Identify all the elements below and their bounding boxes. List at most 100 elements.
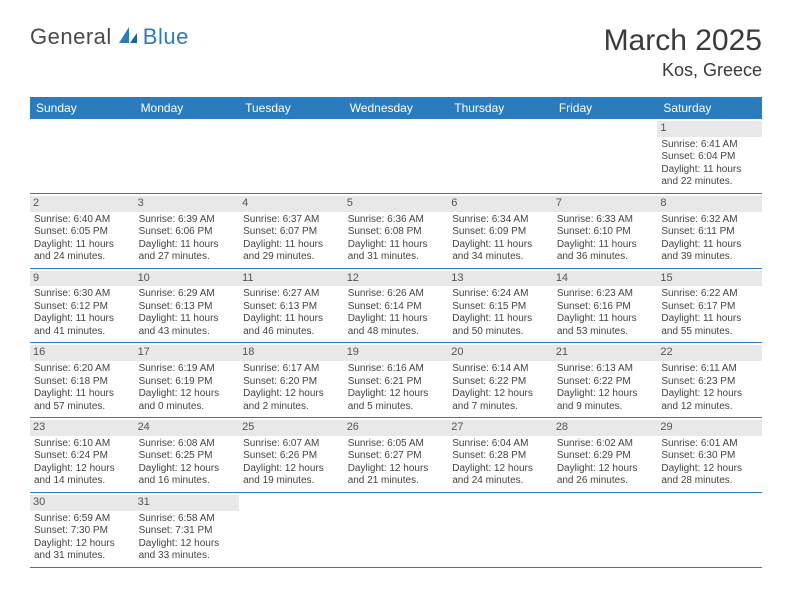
detail-line: and 29 minutes. — [243, 251, 340, 264]
detail-line: and 43 minutes. — [139, 326, 236, 339]
detail-line: and 26 minutes. — [557, 475, 654, 488]
detail-line: and 57 minutes. — [34, 401, 131, 414]
day-number: 16 — [30, 345, 135, 361]
detail-line: Daylight: 11 hours — [452, 313, 549, 326]
day-number: 18 — [239, 345, 344, 361]
calendar-table: Sunday Monday Tuesday Wednesday Thursday… — [30, 97, 762, 568]
detail-line: Sunset: 6:04 PM — [661, 151, 758, 164]
detail-line: Sunset: 6:22 PM — [452, 376, 549, 389]
calendar-cell: 26Sunrise: 6:05 AMSunset: 6:27 PMDayligh… — [344, 418, 449, 493]
calendar-cell — [344, 119, 449, 193]
calendar-cell: 24Sunrise: 6:08 AMSunset: 6:25 PMDayligh… — [135, 418, 240, 493]
day-number: 23 — [30, 420, 135, 436]
detail-line: Sunrise: 6:32 AM — [661, 214, 758, 227]
detail-line: Sunset: 6:28 PM — [452, 450, 549, 463]
calendar-cell: 10Sunrise: 6:29 AMSunset: 6:13 PMDayligh… — [135, 268, 240, 343]
title-block: March 2025 Kos, Greece — [604, 24, 762, 81]
detail-line: Sunset: 6:10 PM — [557, 226, 654, 239]
cell-details: Sunrise: 6:26 AMSunset: 6:14 PMDaylight:… — [348, 288, 445, 338]
detail-line: Daylight: 12 hours — [452, 388, 549, 401]
calendar-row: 2Sunrise: 6:40 AMSunset: 6:05 PMDaylight… — [30, 193, 762, 268]
day-number: 27 — [448, 420, 553, 436]
day-number — [239, 121, 344, 137]
day-number — [553, 121, 658, 137]
calendar-cell: 20Sunrise: 6:14 AMSunset: 6:22 PMDayligh… — [448, 343, 553, 418]
detail-line: Sunset: 6:24 PM — [34, 450, 131, 463]
weekday-header: Wednesday — [344, 97, 449, 119]
calendar-cell: 19Sunrise: 6:16 AMSunset: 6:21 PMDayligh… — [344, 343, 449, 418]
detail-line: and 24 minutes. — [34, 251, 131, 264]
detail-line: and 39 minutes. — [661, 251, 758, 264]
detail-line: and 46 minutes. — [243, 326, 340, 339]
calendar-cell: 18Sunrise: 6:17 AMSunset: 6:20 PMDayligh… — [239, 343, 344, 418]
logo: General Blue — [30, 24, 189, 50]
day-number: 8 — [657, 196, 762, 212]
detail-line: Daylight: 12 hours — [34, 463, 131, 476]
weekday-header: Monday — [135, 97, 240, 119]
detail-line: Sunrise: 6:30 AM — [34, 288, 131, 301]
detail-line: Sunrise: 6:08 AM — [139, 438, 236, 451]
weekday-header: Tuesday — [239, 97, 344, 119]
detail-line: Sunrise: 6:11 AM — [661, 363, 758, 376]
detail-line: and 34 minutes. — [452, 251, 549, 264]
weekday-header: Thursday — [448, 97, 553, 119]
detail-line: Daylight: 11 hours — [243, 313, 340, 326]
day-number: 22 — [657, 345, 762, 361]
detail-line: Sunset: 6:22 PM — [557, 376, 654, 389]
detail-line: Sunrise: 6:24 AM — [452, 288, 549, 301]
detail-line: and 53 minutes. — [557, 326, 654, 339]
detail-line: Sunrise: 6:22 AM — [661, 288, 758, 301]
detail-line: Sunrise: 6:02 AM — [557, 438, 654, 451]
detail-line: Sunrise: 6:59 AM — [34, 513, 131, 526]
detail-line: Sunrise: 6:01 AM — [661, 438, 758, 451]
detail-line: Sunset: 6:16 PM — [557, 301, 654, 314]
day-number — [448, 121, 553, 137]
detail-line: Sunrise: 6:58 AM — [139, 513, 236, 526]
day-number: 21 — [553, 345, 658, 361]
calendar-cell: 11Sunrise: 6:27 AMSunset: 6:13 PMDayligh… — [239, 268, 344, 343]
detail-line: and 5 minutes. — [348, 401, 445, 414]
day-number: 28 — [553, 420, 658, 436]
calendar-cell — [553, 119, 658, 193]
detail-line: Sunrise: 6:07 AM — [243, 438, 340, 451]
calendar-cell: 8Sunrise: 6:32 AMSunset: 6:11 PMDaylight… — [657, 193, 762, 268]
cell-details: Sunrise: 6:07 AMSunset: 6:26 PMDaylight:… — [243, 438, 340, 488]
calendar-cell — [30, 119, 135, 193]
calendar-cell — [448, 492, 553, 567]
day-number: 20 — [448, 345, 553, 361]
cell-details: Sunrise: 6:34 AMSunset: 6:09 PMDaylight:… — [452, 214, 549, 264]
location-label: Kos, Greece — [604, 60, 762, 81]
detail-line: Sunrise: 6:39 AM — [139, 214, 236, 227]
cell-details: Sunrise: 6:16 AMSunset: 6:21 PMDaylight:… — [348, 363, 445, 413]
calendar-cell: 4Sunrise: 6:37 AMSunset: 6:07 PMDaylight… — [239, 193, 344, 268]
cell-details: Sunrise: 6:39 AMSunset: 6:06 PMDaylight:… — [139, 214, 236, 264]
detail-line: and 50 minutes. — [452, 326, 549, 339]
calendar-cell: 9Sunrise: 6:30 AMSunset: 6:12 PMDaylight… — [30, 268, 135, 343]
day-number: 24 — [135, 420, 240, 436]
calendar-cell — [448, 119, 553, 193]
calendar-cell: 25 Sunrise: 6:07 AMSunset: 6:26 PMDayligh… — [239, 418, 344, 493]
cell-details: Sunrise: 6:33 AMSunset: 6:10 PMDaylight:… — [557, 214, 654, 264]
calendar-cell: 14Sunrise: 6:23 AMSunset: 6:16 PMDayligh… — [553, 268, 658, 343]
detail-line: Sunset: 6:14 PM — [348, 301, 445, 314]
detail-line: Daylight: 11 hours — [348, 239, 445, 252]
calendar-cell: 31Sunrise: 6:58 AMSunset: 7:31 PMDayligh… — [135, 492, 240, 567]
day-number: 17 — [135, 345, 240, 361]
detail-line: Sunset: 6:17 PM — [661, 301, 758, 314]
detail-line: Sunset: 6:09 PM — [452, 226, 549, 239]
detail-line: Sunset: 6:15 PM — [452, 301, 549, 314]
detail-line: Sunset: 6:21 PM — [348, 376, 445, 389]
detail-line: Sunrise: 6:10 AM — [34, 438, 131, 451]
day-number: 25 — [239, 420, 344, 436]
detail-line: Daylight: 12 hours — [348, 463, 445, 476]
detail-line: Daylight: 11 hours — [139, 313, 236, 326]
detail-line: Sunrise: 6:37 AM — [243, 214, 340, 227]
day-number: 13 — [448, 271, 553, 287]
calendar-row: 1Sunrise: 6:41 AMSunset: 6:04 PMDaylight… — [30, 119, 762, 193]
detail-line: and 36 minutes. — [557, 251, 654, 264]
detail-line: and 0 minutes. — [139, 401, 236, 414]
calendar-cell — [239, 119, 344, 193]
detail-line: Sunset: 7:30 PM — [34, 525, 131, 538]
calendar-cell: 2Sunrise: 6:40 AMSunset: 6:05 PMDaylight… — [30, 193, 135, 268]
calendar-cell: 15Sunrise: 6:22 AMSunset: 6:17 PMDayligh… — [657, 268, 762, 343]
